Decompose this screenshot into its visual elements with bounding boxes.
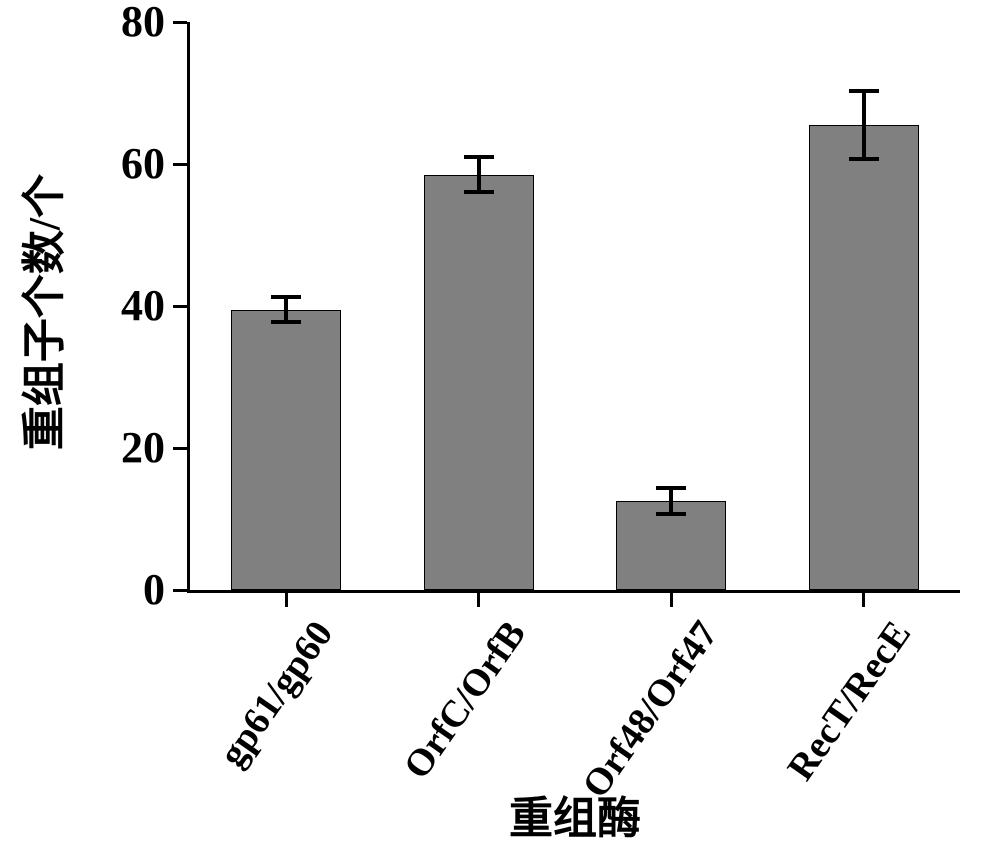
y-tick — [173, 163, 187, 166]
y-tick-label: 80 — [121, 0, 165, 47]
y-tick-label: 20 — [121, 422, 165, 473]
x-axis-line — [187, 590, 960, 593]
x-tick — [477, 593, 480, 607]
y-tick-label: 60 — [121, 138, 165, 189]
y-tick — [173, 305, 187, 308]
x-tick — [862, 593, 865, 607]
bar — [231, 310, 341, 590]
y-tick — [173, 447, 187, 450]
y-tick-label: 0 — [143, 564, 165, 615]
y-axis-line — [187, 22, 190, 593]
errorbar-cap — [464, 155, 494, 159]
x-axis-title: 重组酶 — [190, 782, 960, 846]
errorbar-line — [477, 157, 481, 193]
errorbar-cap — [271, 295, 301, 299]
y-tick — [173, 589, 187, 592]
x-tick — [670, 593, 673, 607]
errorbar-cap — [656, 486, 686, 490]
y-tick — [173, 21, 187, 24]
y-axis-title: 重组子个数/个 — [8, 28, 72, 596]
errorbar-line — [669, 488, 673, 514]
x-tick — [285, 593, 288, 607]
bar — [424, 175, 534, 590]
errorbar-cap — [656, 512, 686, 516]
y-tick-label: 40 — [121, 280, 165, 331]
errorbar-cap — [271, 320, 301, 324]
errorbar-line — [862, 91, 866, 159]
errorbar-cap — [464, 190, 494, 194]
errorbar-line — [284, 297, 288, 323]
bar-chart: 020406080gp61/gp60OrfC/OrfBOrf48/Orf47Re… — [0, 0, 1000, 842]
errorbar-cap — [849, 89, 879, 93]
bar — [809, 125, 919, 590]
errorbar-cap — [849, 157, 879, 161]
